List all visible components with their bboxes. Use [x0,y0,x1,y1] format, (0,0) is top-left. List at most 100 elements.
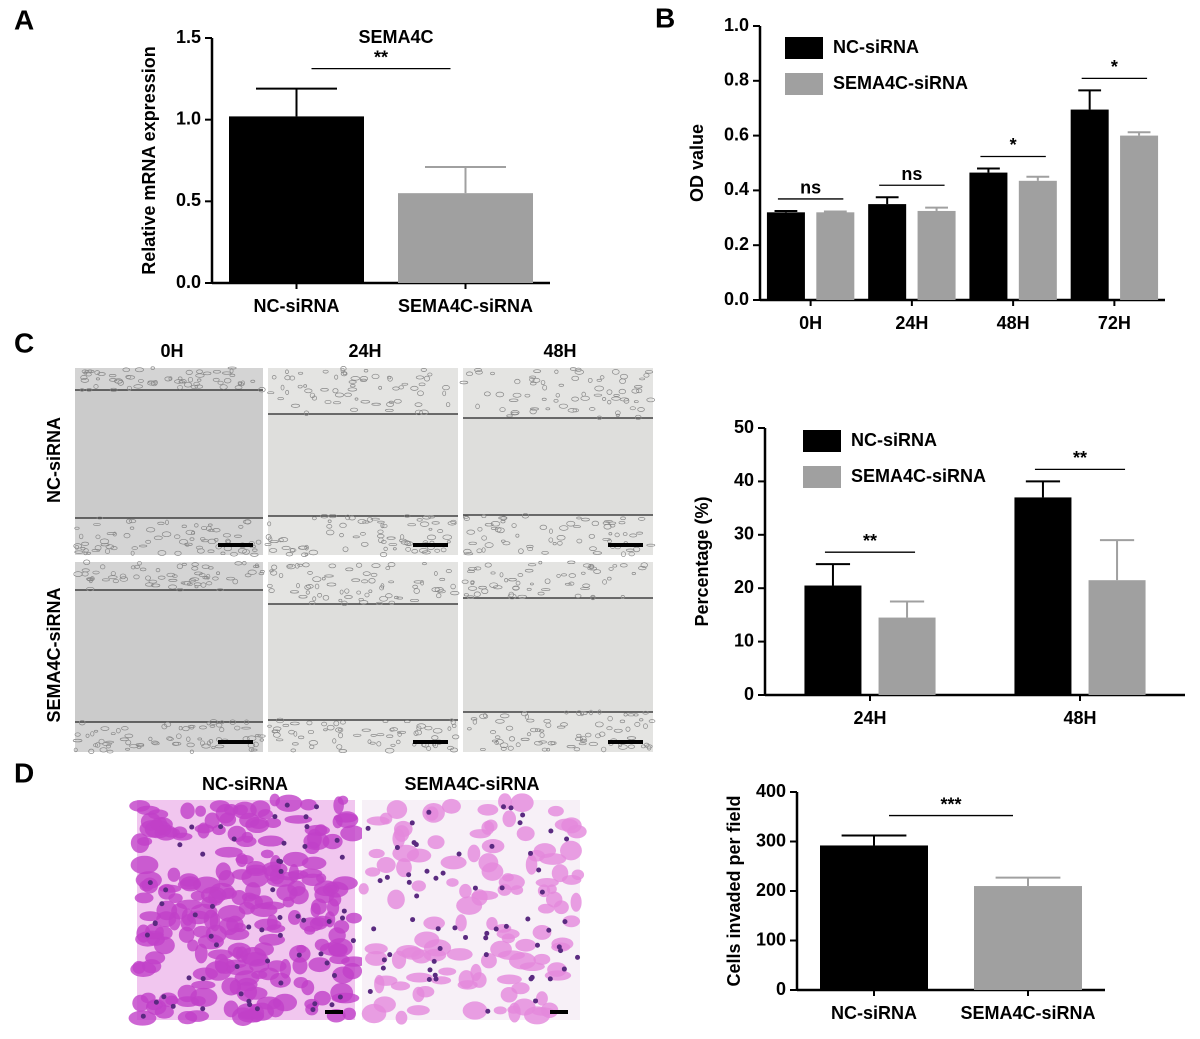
cell [201,743,211,749]
cell [235,853,248,867]
y-tick-label: 0.5 [176,190,201,210]
cell [638,565,647,571]
cell [209,882,235,901]
pore [265,958,271,964]
cell [450,519,457,525]
cell [406,1005,430,1016]
cell [93,523,101,526]
cell [281,545,291,550]
pore [367,988,373,994]
cell [237,548,247,554]
cell [506,414,513,418]
cell [312,516,317,521]
cell [174,534,181,539]
cell [524,393,531,398]
cell [386,800,408,819]
pore [318,951,324,957]
cell [441,798,461,814]
y-tick-label: 300 [756,830,786,850]
cell [172,832,193,841]
pore [324,960,330,966]
bar [1088,580,1146,695]
cell [276,871,304,881]
cell [168,578,178,582]
pore [528,976,534,982]
cell [105,740,114,744]
pore [272,814,278,820]
cell [134,892,154,904]
cell [110,732,116,736]
cell [394,595,399,600]
cell [529,377,535,382]
cell [550,741,557,745]
cell [119,737,129,742]
cell [211,745,216,750]
cell [350,407,359,412]
cell [94,742,101,748]
cell [531,1007,555,1016]
cell [423,375,431,382]
cell [580,587,590,590]
row-label: NC-siRNA [44,417,64,503]
cell [560,840,582,861]
cell [80,378,89,383]
cell [264,543,272,546]
bar [868,204,907,300]
cell [606,726,613,731]
cell [582,563,592,568]
cell [623,712,628,717]
cell [232,801,257,820]
panel-label: D [14,757,34,788]
cell [396,739,401,745]
y-tick-label: 200 [756,880,786,900]
cell [168,376,173,381]
cell [326,724,335,731]
x-tick-label: 24H [895,313,928,333]
cell [304,388,313,394]
cell [250,552,259,557]
cell [477,803,499,816]
y-tick-label: 50 [734,417,754,437]
cell [409,598,420,602]
cell [589,407,596,411]
cell [100,726,110,731]
cell [456,896,483,915]
cell [322,369,329,374]
cell [446,948,473,961]
pore [144,932,150,938]
cell [518,548,524,554]
cell [164,721,172,728]
cell [150,366,155,370]
cell [238,524,244,529]
cell [593,569,602,574]
cell [484,522,494,527]
cell [285,369,289,374]
cell [468,567,477,571]
legend-swatch [803,466,841,488]
cell [215,862,231,881]
cell [502,541,511,546]
pore [301,917,307,923]
pore [295,913,301,919]
cell [499,713,510,719]
cell [599,375,605,380]
cell [297,384,303,389]
pore [432,972,438,978]
cell [139,911,161,922]
cell [504,578,509,583]
cell [73,543,83,549]
cell [620,595,625,599]
cell [507,745,514,751]
cell [81,571,89,577]
cell [613,728,623,733]
pore [278,859,284,865]
cell [244,519,252,525]
y-tick-label: 0.0 [724,289,749,309]
cell [285,389,290,395]
cell [154,1005,174,1019]
cell [86,551,92,555]
cell [339,533,344,538]
cell [270,570,278,576]
cell [642,710,649,715]
cell [442,385,450,391]
